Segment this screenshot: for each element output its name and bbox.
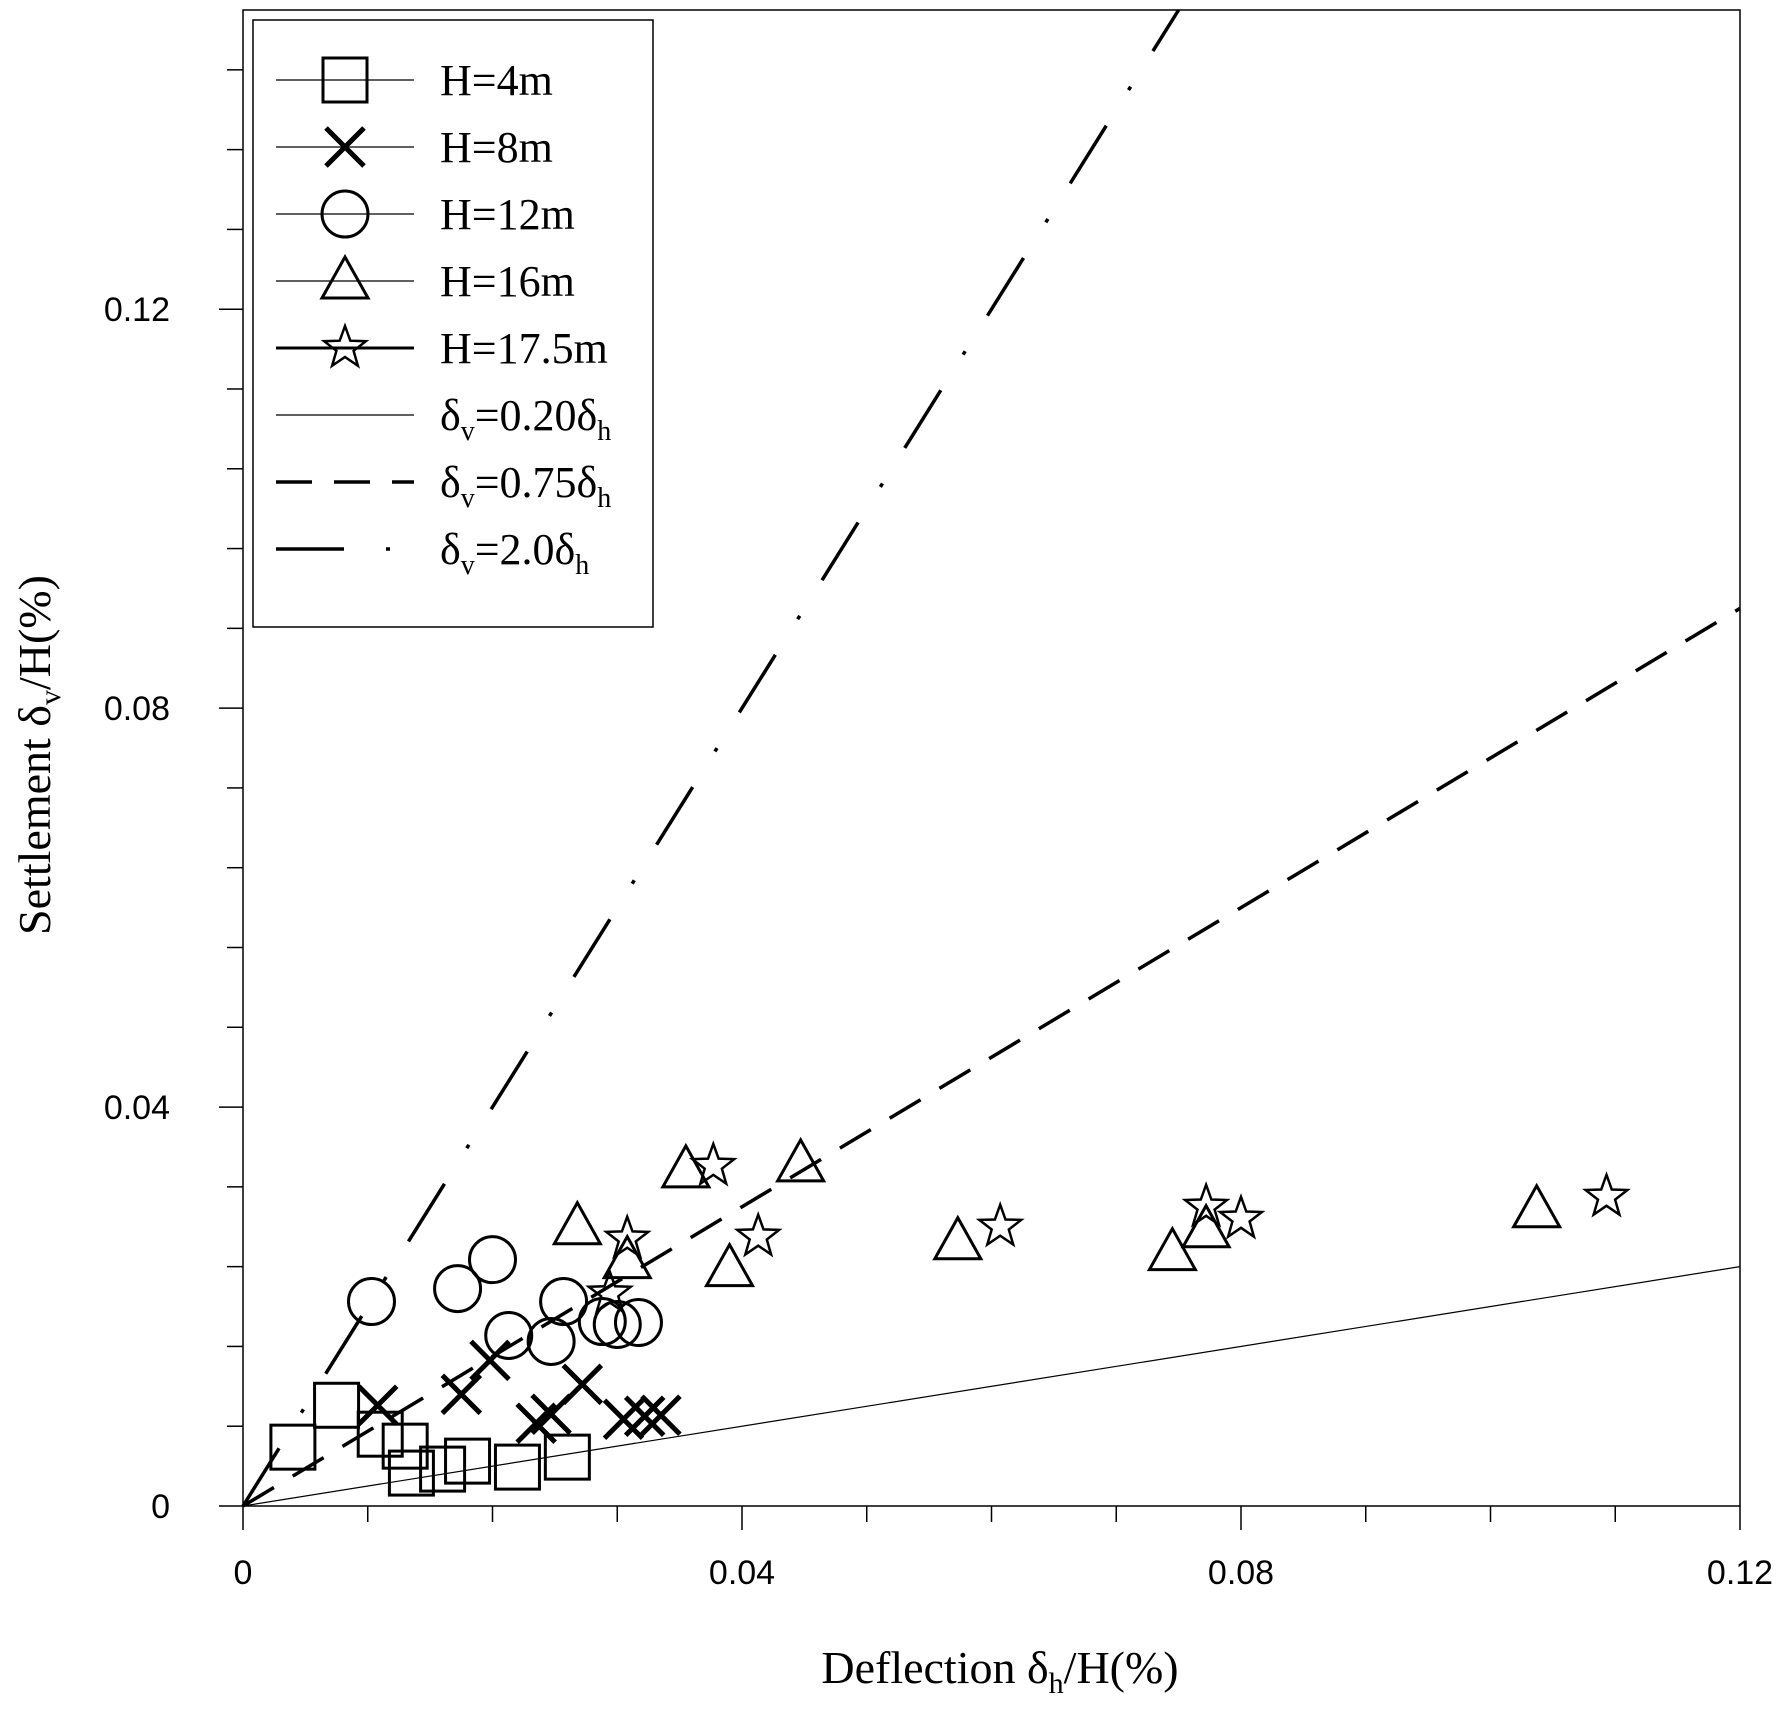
data-point-circle: [468, 1235, 517, 1285]
data-point-circle: [526, 1316, 576, 1366]
legend-marker-square: [321, 56, 369, 104]
x-tick-label: 0.08: [1208, 1554, 1274, 1592]
y-tick-label: 0.08: [104, 690, 170, 728]
legend-label-part: =2.0δ: [475, 525, 576, 574]
reference-line: [242, 1266, 1741, 1507]
legend-label: H=8m: [440, 123, 553, 172]
legend-marker-x: [324, 126, 366, 168]
data-point-triangle: [775, 1136, 827, 1183]
y-tick-label: 0: [151, 1488, 170, 1526]
legend-label-sub: h: [575, 550, 589, 581]
legend-label-part: =0.20δ: [475, 391, 598, 440]
legend-label-sub: v: [461, 550, 475, 581]
legend-marker-star: [320, 322, 370, 369]
data-point-star: [688, 1140, 738, 1187]
x-axis-title-suffix: /H(%): [1064, 1642, 1179, 1693]
data-point-circle: [433, 1264, 483, 1314]
legend-marker-circle: [320, 189, 370, 239]
data-point-circle: [577, 1296, 627, 1346]
legend-label: δv=0.75δh: [440, 458, 611, 514]
data-point-star: [1216, 1193, 1266, 1240]
legend-label-sub: v: [461, 483, 475, 514]
x-tick-label: 0: [234, 1554, 253, 1592]
x-tick-label: 0.04: [709, 1554, 775, 1592]
data-point-x: [356, 1384, 399, 1427]
legend-box: [252, 19, 654, 628]
data-point-square: [493, 1443, 541, 1491]
data-point-x: [469, 1339, 511, 1382]
legend-label: H=17.5m: [440, 324, 608, 373]
axes: 0 0.04 0.08 0.12 0 0.04 0.08 0.12: [104, 9, 1773, 1592]
data-point-triangle: [932, 1214, 984, 1261]
data-point-circle: [346, 1277, 396, 1327]
data-point-triangle: [703, 1241, 756, 1288]
data-point-triangle: [551, 1199, 603, 1246]
data-point-star: [1582, 1171, 1631, 1218]
data-point-square: [269, 1423, 317, 1471]
data-point-x: [561, 1363, 604, 1406]
data-point-square: [444, 1437, 492, 1485]
legend-label-part: δ: [440, 391, 461, 440]
y-axis-title-sub: v: [34, 690, 67, 705]
legend-label: δv=2.0δh: [440, 525, 589, 581]
reference-line: [242, 606, 1741, 1508]
legend-label: δv=0.20δh: [440, 391, 611, 447]
data-point-circle: [592, 1299, 642, 1349]
data-point-triangle: [660, 1142, 712, 1189]
data-point-triangle: [601, 1233, 653, 1280]
x-axis-title-sub: h: [1049, 1667, 1064, 1700]
data-point-circle: [539, 1277, 589, 1327]
legend-label-sub: h: [597, 483, 611, 514]
data-point-star: [975, 1200, 1025, 1248]
data-point-square: [356, 1410, 404, 1458]
legend-marker-triangle: [319, 253, 371, 300]
legend-label-part: =0.75δ: [475, 458, 598, 507]
data-point-star: [602, 1213, 652, 1260]
data-point-triangle: [1146, 1225, 1198, 1272]
data-point-star: [585, 1267, 635, 1315]
data-point-square: [387, 1449, 435, 1497]
legend-label-part: δ: [440, 458, 461, 507]
y-axis-title-suffix: /H(%): [9, 575, 60, 690]
data-point-circle: [613, 1297, 663, 1347]
legend-label: H=12m: [440, 190, 575, 239]
data-point-square: [313, 1381, 361, 1429]
x-tick-label: 0.12: [1707, 1554, 1773, 1592]
data-point-triangle: [1180, 1202, 1232, 1249]
y-tick-label: 0.12: [104, 291, 170, 329]
y-axis-title: Settlement δv/H(%): [9, 575, 67, 935]
legend-label-sub: h: [597, 416, 611, 447]
data-point-x: [640, 1394, 682, 1437]
legend-label: H=16m: [440, 257, 575, 306]
legend-label-sub: v: [461, 416, 475, 447]
y-axis-title-main: Settlement δ: [9, 705, 60, 935]
data-markers: [269, 1136, 1631, 1497]
legend: H=4mH=8mH=12mH=16mH=17.5mδv=0.20δhδv=0.7…: [252, 19, 654, 628]
data-point-x: [623, 1395, 666, 1438]
reference-line: [241, 9, 1181, 1507]
data-point-circle: [484, 1310, 534, 1360]
data-point-x: [440, 1373, 483, 1416]
data-point-triangle: [1511, 1182, 1563, 1229]
data-point-square: [543, 1433, 591, 1481]
y-tick-label: 0.04: [104, 1089, 170, 1127]
x-axis-title-main: Deflection δ: [821, 1642, 1048, 1693]
legend-label: H=4m: [440, 56, 553, 105]
data-point-square: [419, 1445, 467, 1493]
data-point-star: [733, 1211, 783, 1258]
x-axis-title: Deflection δh/H(%): [821, 1642, 1178, 1700]
legend-label-part: δ: [440, 525, 461, 574]
data-point-star: [1181, 1181, 1231, 1228]
